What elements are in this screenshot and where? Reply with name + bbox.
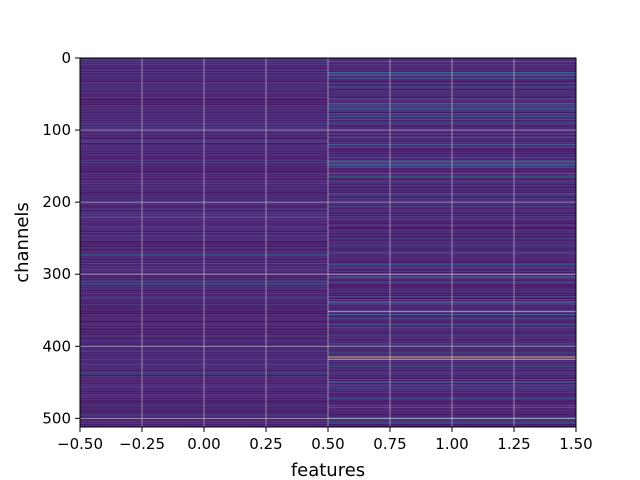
y-tick-label: 200 (42, 193, 71, 211)
y-tick-label: 400 (42, 337, 71, 355)
x-tick-label: 0.00 (187, 435, 220, 453)
x-tick-label: 1.00 (435, 435, 468, 453)
y-axis-label: channels (12, 202, 33, 283)
x-tick-label: 1.25 (497, 435, 530, 453)
x-tick-label: 0.75 (373, 435, 406, 453)
x-tick-label: 0.25 (249, 435, 282, 453)
y-tick-label: 300 (42, 265, 71, 283)
x-tick-label: −0.25 (119, 435, 165, 453)
x-axis: −0.50 −0.25 0.00 0.25 0.50 0.75 1.00 1.25 1.50 (57, 427, 593, 453)
x-tick-label: 1.50 (559, 435, 592, 453)
y-tick-label: 100 (42, 121, 71, 139)
y-axis: 0 100 200 300 400 500 (42, 49, 80, 427)
grid-lines (80, 57, 576, 427)
x-tick-label: 0.50 (311, 435, 344, 453)
x-axis-label: features (291, 460, 365, 480)
y-tick-label: 500 (42, 409, 71, 427)
x-tick-label: −0.50 (57, 435, 103, 453)
y-tick-label: 0 (61, 49, 71, 67)
